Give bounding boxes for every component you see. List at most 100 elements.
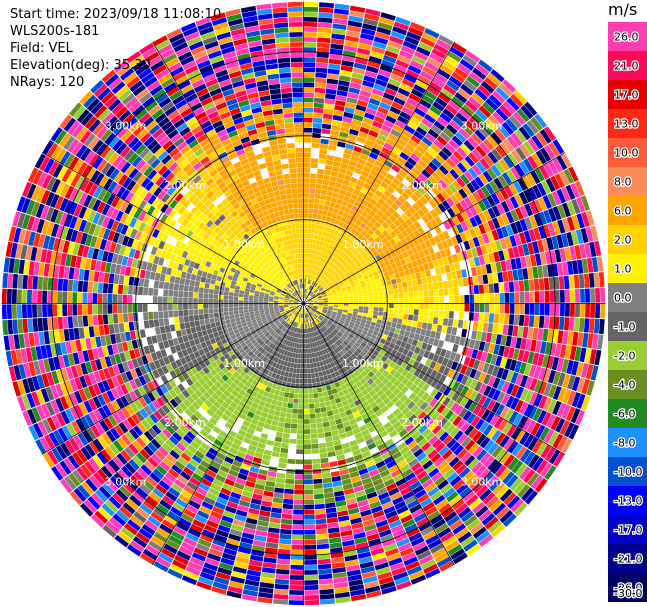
velocity-gate bbox=[307, 292, 327, 302]
velocity-gate bbox=[304, 119, 342, 299]
velocity-gate bbox=[242, 114, 254, 122]
velocity-gate bbox=[467, 270, 514, 286]
velocity-gate bbox=[46, 416, 57, 432]
velocity-gate bbox=[528, 405, 538, 420]
velocity-gate bbox=[415, 96, 448, 137]
velocity-gate bbox=[187, 69, 215, 111]
range-ring-label: 1.00km bbox=[223, 357, 265, 370]
velocity-gate bbox=[412, 485, 452, 539]
velocity-gate bbox=[534, 290, 550, 303]
velocity-gate bbox=[306, 313, 330, 386]
velocity-gate bbox=[510, 336, 562, 358]
velocity-gate bbox=[35, 203, 45, 218]
velocity-gate bbox=[88, 136, 100, 150]
velocity-gate bbox=[315, 249, 373, 295]
velocity-gate bbox=[303, 388, 318, 580]
velocity-gate bbox=[387, 262, 497, 290]
velocity-gate bbox=[331, 33, 346, 40]
velocity-gate bbox=[171, 464, 183, 475]
velocity-gate bbox=[105, 334, 112, 346]
velocity-gate bbox=[240, 5, 271, 102]
velocity-gate bbox=[92, 139, 163, 197]
velocity-gate bbox=[317, 109, 439, 284]
velocity-gate bbox=[512, 180, 523, 194]
velocity-gate bbox=[59, 455, 80, 475]
velocity-gate bbox=[87, 349, 95, 361]
velocity-gate bbox=[239, 503, 261, 550]
velocity-gate bbox=[212, 576, 230, 590]
velocity-gate bbox=[487, 426, 498, 439]
velocity-gate bbox=[433, 362, 455, 379]
velocity-gate bbox=[217, 533, 241, 576]
velocity-gate bbox=[379, 194, 524, 269]
velocity-gate bbox=[541, 225, 599, 252]
velocity-gate bbox=[97, 406, 108, 420]
velocity-gate bbox=[111, 253, 285, 300]
velocity-gate bbox=[338, 379, 436, 570]
velocity-gate bbox=[517, 484, 531, 498]
velocity-gate bbox=[491, 445, 540, 487]
velocity-gate bbox=[312, 307, 506, 404]
velocity-gate bbox=[407, 67, 487, 167]
velocity-gate bbox=[143, 76, 197, 145]
velocity-gate bbox=[379, 92, 408, 138]
velocity-gate bbox=[368, 54, 397, 106]
velocity-gate bbox=[404, 66, 436, 112]
velocity-gate bbox=[364, 13, 380, 22]
velocity-gate bbox=[312, 234, 357, 292]
velocity-gate bbox=[566, 228, 589, 247]
velocity-gate bbox=[408, 458, 419, 468]
velocity-gate bbox=[227, 308, 295, 347]
velocity-gate bbox=[164, 350, 235, 401]
velocity-gate bbox=[358, 70, 378, 103]
velocity-gate bbox=[439, 560, 455, 572]
velocity-gate bbox=[307, 305, 327, 315]
velocity-gate bbox=[445, 539, 460, 552]
velocity-gate bbox=[451, 98, 499, 147]
velocity-gate bbox=[365, 438, 375, 446]
velocity-gate bbox=[459, 173, 470, 185]
velocity-gate bbox=[166, 28, 182, 39]
velocity-gate bbox=[127, 152, 154, 177]
velocity-gate bbox=[152, 468, 165, 480]
velocity-gate bbox=[135, 108, 148, 121]
velocity-gate bbox=[200, 276, 294, 302]
colorbar-tick-label: -10.0 bbox=[614, 466, 642, 479]
velocity-gate bbox=[108, 77, 170, 147]
velocity-gate bbox=[222, 381, 273, 492]
velocity-gate bbox=[290, 282, 299, 296]
velocity-gate bbox=[132, 59, 177, 117]
velocity-gate bbox=[417, 493, 438, 517]
velocity-gate bbox=[42, 311, 286, 434]
velocity-gate bbox=[1, 288, 7, 304]
velocity-gate bbox=[553, 316, 570, 331]
velocity-gate bbox=[456, 483, 469, 495]
velocity-gate bbox=[59, 114, 73, 129]
velocity-gate bbox=[211, 92, 228, 111]
velocity-gate bbox=[107, 304, 113, 314]
velocity-gate bbox=[479, 421, 523, 457]
velocity-gate bbox=[418, 424, 450, 457]
velocity-gate bbox=[215, 69, 251, 144]
velocity-gate bbox=[94, 172, 114, 191]
colorbar-swatch bbox=[608, 370, 647, 400]
velocity-gate bbox=[374, 514, 405, 571]
velocity-gate bbox=[1, 304, 48, 320]
velocity-gate bbox=[335, 45, 358, 102]
velocity-gate bbox=[115, 198, 164, 231]
velocity-gate bbox=[272, 154, 302, 294]
velocity-gate bbox=[371, 46, 431, 156]
velocity-gate bbox=[304, 494, 314, 500]
velocity-gate bbox=[90, 259, 107, 272]
velocity-gate bbox=[449, 475, 496, 526]
velocity-gate bbox=[30, 346, 38, 361]
velocity-gate bbox=[259, 327, 286, 361]
velocity-gate bbox=[196, 581, 212, 591]
velocity-gate bbox=[284, 306, 289, 309]
velocity-gate bbox=[125, 457, 174, 511]
velocity-gate bbox=[318, 273, 494, 302]
velocity-gate bbox=[408, 93, 421, 103]
velocity-gate bbox=[559, 344, 567, 359]
velocity-gate bbox=[496, 485, 509, 499]
velocity-gate bbox=[325, 507, 338, 519]
